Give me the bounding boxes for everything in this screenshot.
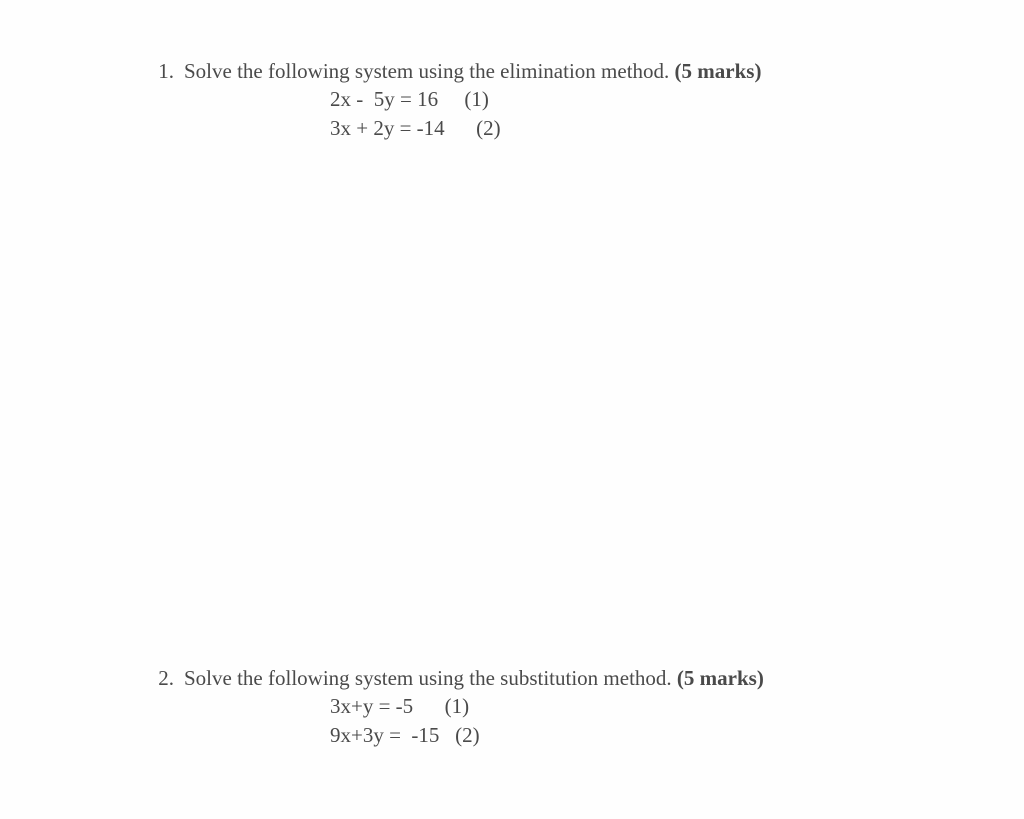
question-2-number: 2. xyxy=(150,664,184,692)
question-1-marks: (5 marks) xyxy=(675,59,762,83)
question-2-equation-2: 9x+3y = -15 (2) xyxy=(150,721,764,749)
question-1-equation-1: 2x - 5y = 16 (1) xyxy=(150,85,761,113)
question-1-number: 1. xyxy=(150,57,184,85)
question-1-prompt: Solve the following system using the eli… xyxy=(184,59,675,83)
question-2: 2. Solve the following system using the … xyxy=(150,664,764,749)
question-2-prompt-line: 2. Solve the following system using the … xyxy=(150,664,764,692)
question-1-equation-2: 3x + 2y = -14 (2) xyxy=(150,114,761,142)
question-2-text: Solve the following system using the sub… xyxy=(184,664,764,692)
question-2-marks: (5 marks) xyxy=(677,666,764,690)
question-2-prompt: Solve the following system using the sub… xyxy=(184,666,677,690)
question-1: 1. Solve the following system using the … xyxy=(150,57,761,142)
question-1-prompt-line: 1. Solve the following system using the … xyxy=(150,57,761,85)
question-1-text: Solve the following system using the eli… xyxy=(184,57,761,85)
question-2-equation-1: 3x+y = -5 (1) xyxy=(150,692,764,720)
